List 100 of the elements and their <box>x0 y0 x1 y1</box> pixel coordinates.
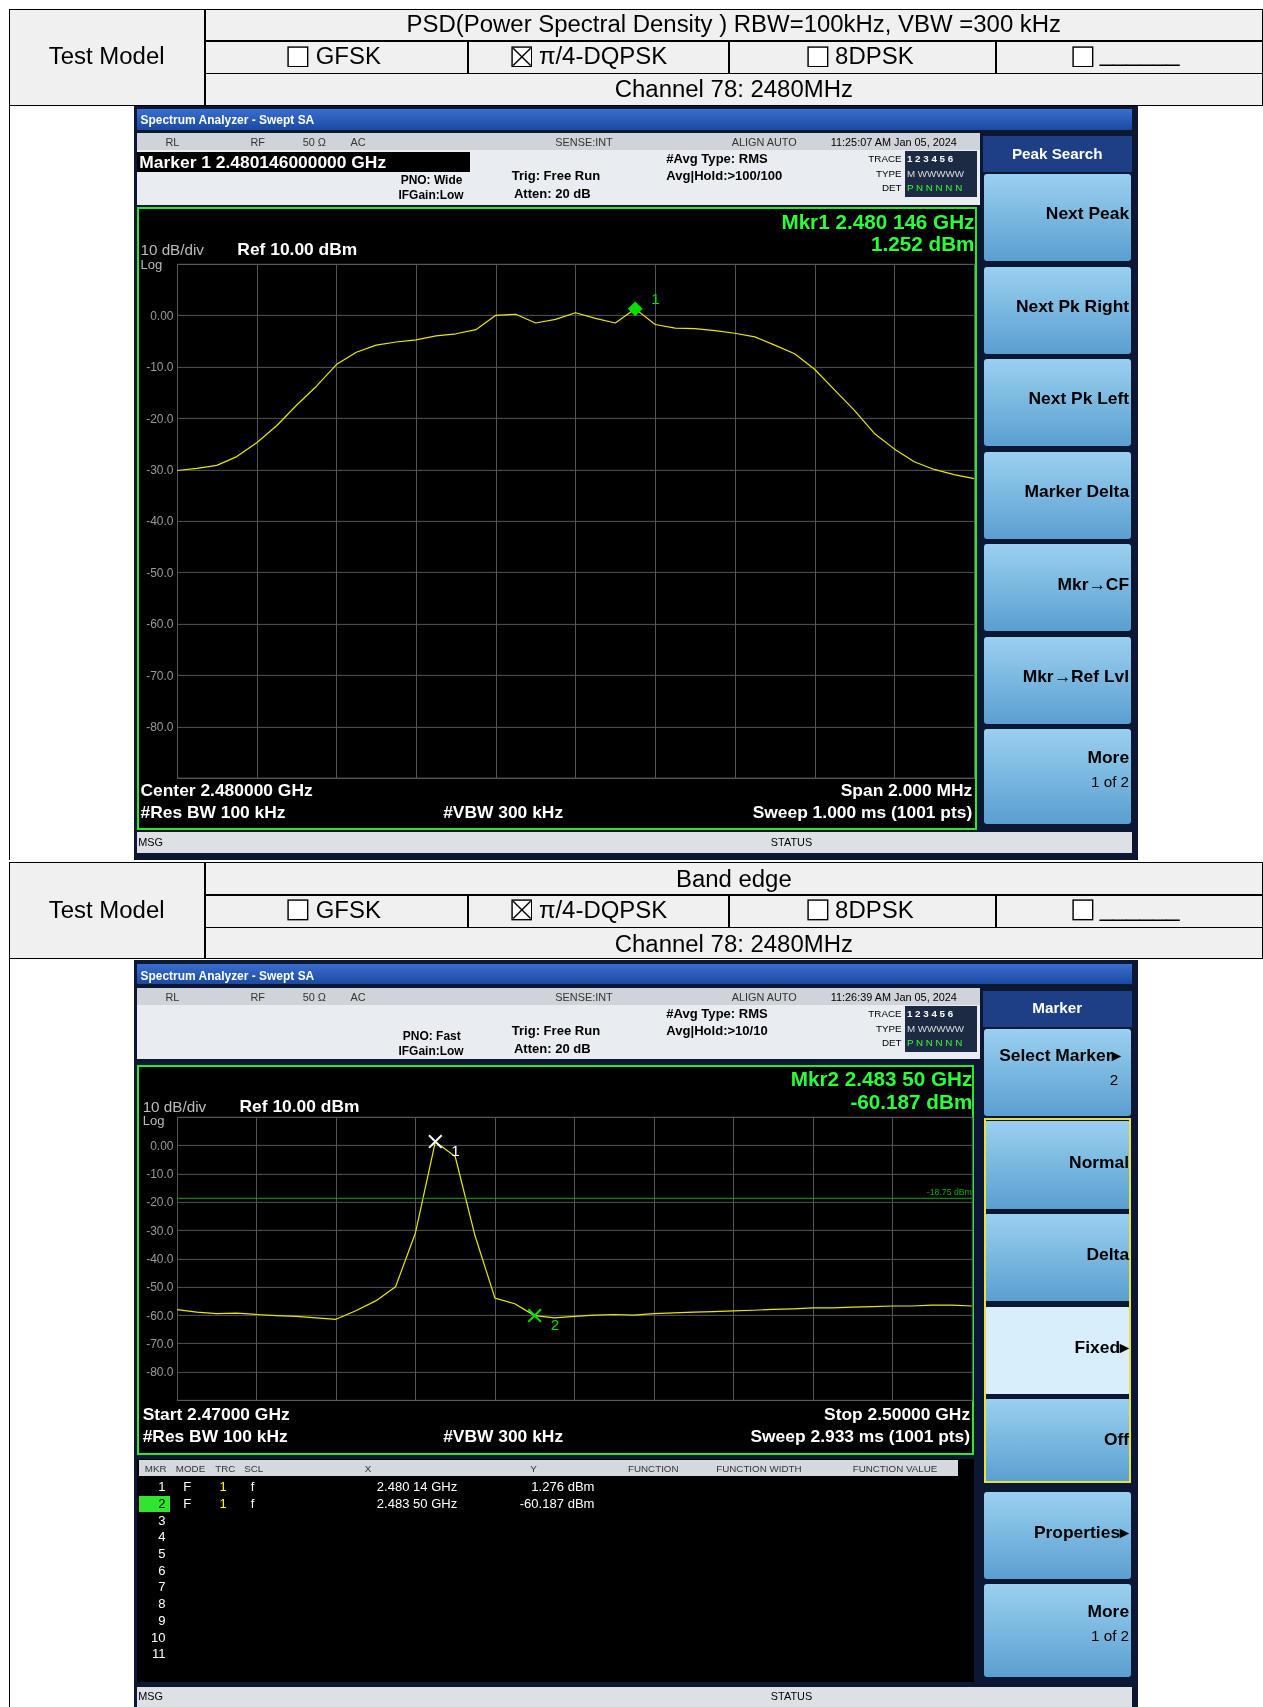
text: 1 2 3 4 5 6 <box>906 153 954 165</box>
text: M WWWWW <box>906 1023 964 1035</box>
text: Spectrum Analyzer - Swept SA <box>140 112 315 128</box>
series-label: 2 <box>551 1315 560 1333</box>
text: STATUS <box>770 835 813 848</box>
y-tick-label: -10.0 <box>146 359 175 374</box>
text: π/4-DQPSK <box>538 896 668 924</box>
text: PNO: Fast <box>402 1028 461 1044</box>
text: Marker 1 2.480146000000 GHz <box>139 152 387 173</box>
series-label: 1 <box>451 1141 461 1159</box>
series-label: 1 <box>651 289 661 307</box>
text: 1 <box>219 1479 227 1495</box>
text: DET <box>881 1037 902 1049</box>
text: ALIGN AUTO <box>731 135 797 148</box>
y-tick-label: -80.0 <box>146 1365 175 1380</box>
y-tick-label: -80.0 <box>146 719 175 734</box>
y-tick-label: 0.00 <box>150 308 175 323</box>
text: TRACE <box>868 1008 902 1020</box>
chart-title: Band edge <box>675 864 792 893</box>
text: Atten: 20 dB <box>513 1040 591 1057</box>
text: Marker <box>1032 999 1083 1017</box>
text: More <box>1087 1601 1130 1622</box>
text: Test Model <box>48 41 165 70</box>
text: AC <box>350 991 366 1004</box>
text: MSG <box>138 835 164 848</box>
text: GFSK <box>315 41 381 70</box>
text: TYPE <box>875 1023 902 1035</box>
y-tick-label: -50.0 <box>146 1280 175 1295</box>
text: Sweep 1.000 ms (1001 pts) <box>752 802 973 823</box>
line-series <box>176 1141 973 1321</box>
text: Off <box>1103 1429 1130 1450</box>
text: Channel 78: 2480MHz <box>614 75 853 104</box>
text: #Avg Type: RMS <box>666 151 768 167</box>
text: Span 2.000 MHz <box>840 780 973 801</box>
text: 9 <box>158 1613 166 1629</box>
text: DET <box>881 182 902 194</box>
y-tick-label: -40.0 <box>146 1252 175 1267</box>
text: Select Marker▸ <box>999 1045 1122 1066</box>
text: 10 <box>150 1630 166 1646</box>
y-tick-label: -40.0 <box>146 513 175 528</box>
text: Mkr1 2.480 146 GHz <box>781 210 975 234</box>
text: Start 2.47000 GHz <box>142 1404 290 1425</box>
text: 11 <box>151 1646 166 1662</box>
chart-title: PSD(Power Spectral Density ) RBW=100kHz, VBW =300 kHz <box>406 10 1062 38</box>
text: Fixed▸ <box>1074 1336 1130 1357</box>
text: Peak Search <box>1011 144 1103 163</box>
text: 8DPSK <box>835 896 914 924</box>
text: Avg|Hold:>10/10 <box>666 1023 768 1039</box>
text: SENSE:INT <box>555 135 613 148</box>
text: Mkr2 2.483 50 GHz <box>790 1067 973 1091</box>
text: 3 <box>158 1513 166 1529</box>
y-tick-label: -30.0 <box>146 1223 175 1238</box>
text: Sweep 2.933 ms (1001 pts) <box>750 1426 971 1447</box>
text: MSG <box>138 1690 164 1703</box>
text: Next Pk Left <box>1028 388 1130 409</box>
text: 2.480 14 GHz <box>376 1479 458 1495</box>
text: Y <box>530 1463 537 1475</box>
text: 8DPSK <box>835 41 914 70</box>
text: TRC <box>215 1463 236 1475</box>
text: ______ <box>1099 39 1180 68</box>
text: 8 <box>158 1596 166 1612</box>
text: π/4-DQPSK <box>538 41 668 70</box>
text: IFGain:Low <box>398 1043 464 1059</box>
y-tick-label: -10.0 <box>146 1167 175 1182</box>
text: 1 <box>158 1479 166 1495</box>
y-tick-label: -70.0 <box>146 1337 175 1352</box>
text: Spectrum Analyzer - Swept SA <box>140 968 315 984</box>
y-tick-label: -20.0 <box>146 1195 175 1210</box>
text: TRACE <box>868 153 902 165</box>
text: 10 dB/div <box>142 1098 207 1116</box>
text: #VBW 300 kHz <box>443 802 564 823</box>
text: 1.276 dBm <box>531 1479 595 1495</box>
text: RF <box>250 135 265 148</box>
text: #Res BW 100 kHz <box>142 1426 288 1447</box>
text: #VBW 300 kHz <box>443 1426 564 1447</box>
text: 1 of 2 <box>1090 772 1130 791</box>
text: Properties▸ <box>1033 1521 1130 1542</box>
text: 11:25:07 AM Jan 05, 2024 <box>830 135 957 148</box>
text: f <box>250 1479 255 1495</box>
text: X <box>364 1463 372 1475</box>
text: RL <box>165 991 180 1004</box>
text: #Res BW 100 kHz <box>140 802 286 823</box>
text: Next Peak <box>1045 203 1130 224</box>
text: Mkr→CF <box>1057 573 1130 594</box>
text: F <box>183 1479 192 1495</box>
text: 11:26:39 AM Jan 05, 2024 <box>830 991 957 1004</box>
text: 1 of 2 <box>1090 1627 1130 1646</box>
y-tick-label: -30.0 <box>146 462 175 477</box>
text: Ref 10.00 dBm <box>239 1096 360 1117</box>
text: Stop 2.50000 GHz <box>824 1404 971 1425</box>
text: SENSE:INT <box>555 991 613 1004</box>
text: 6 <box>158 1563 166 1579</box>
text: f <box>250 1496 255 1512</box>
y-tick-label: -70.0 <box>146 668 175 683</box>
text: -60.187 dBm <box>850 1089 973 1114</box>
text: Center 2.480000 GHz <box>140 780 313 801</box>
text: M WWWWW <box>906 168 964 180</box>
text: STATUS <box>770 1690 813 1703</box>
text: 50 Ω <box>302 135 326 148</box>
text: MKR <box>144 1463 167 1475</box>
